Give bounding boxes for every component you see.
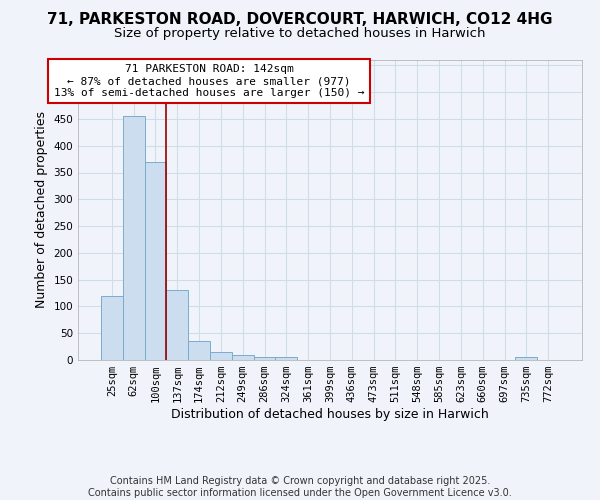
X-axis label: Distribution of detached houses by size in Harwich: Distribution of detached houses by size … — [171, 408, 489, 421]
Bar — [123, 116, 145, 360]
Bar — [145, 162, 166, 360]
Text: 71, PARKESTON ROAD, DOVERCOURT, HARWICH, CO12 4HG: 71, PARKESTON ROAD, DOVERCOURT, HARWICH,… — [47, 12, 553, 28]
Text: Size of property relative to detached houses in Harwich: Size of property relative to detached ho… — [114, 28, 486, 40]
Bar — [166, 290, 188, 360]
Bar — [232, 354, 254, 360]
Text: 71 PARKESTON ROAD: 142sqm
← 87% of detached houses are smaller (977)
13% of semi: 71 PARKESTON ROAD: 142sqm ← 87% of detac… — [54, 64, 364, 98]
Bar — [254, 358, 275, 360]
Text: Contains HM Land Registry data © Crown copyright and database right 2025.
Contai: Contains HM Land Registry data © Crown c… — [88, 476, 512, 498]
Bar — [515, 358, 537, 360]
Y-axis label: Number of detached properties: Number of detached properties — [35, 112, 48, 308]
Bar — [275, 358, 297, 360]
Bar — [210, 352, 232, 360]
Bar — [188, 341, 210, 360]
Bar — [101, 296, 123, 360]
